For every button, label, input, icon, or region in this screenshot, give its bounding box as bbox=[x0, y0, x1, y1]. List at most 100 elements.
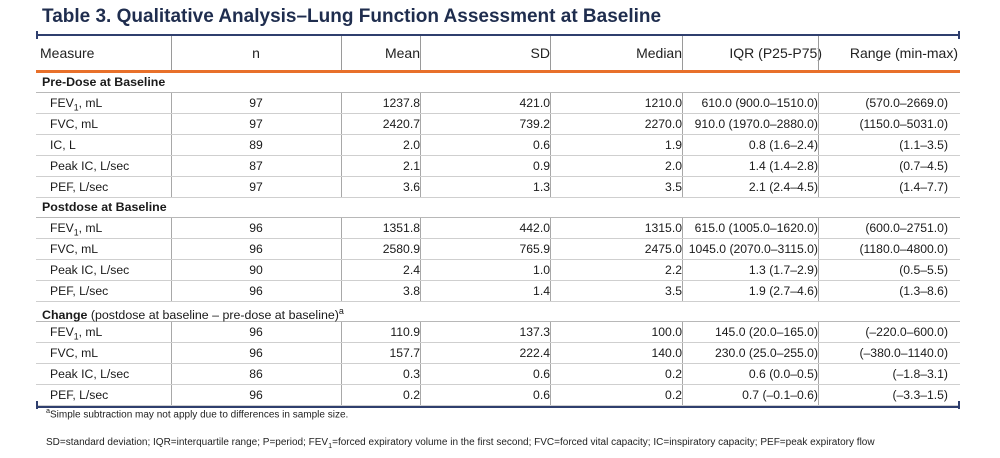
cell-mean: 2.1 bbox=[403, 159, 420, 173]
column-divider bbox=[682, 93, 683, 113]
cell-n: 96 bbox=[249, 284, 263, 298]
cell-mean: 2.0 bbox=[403, 138, 420, 152]
column-divider bbox=[420, 93, 421, 113]
column-divider bbox=[682, 218, 683, 238]
cell-iqr: 0.8 (1.6–2.4) bbox=[748, 138, 818, 152]
column-divider bbox=[171, 239, 172, 259]
cell-measure: PEF, L/sec bbox=[50, 385, 170, 405]
cell-iqr: 145.0 (20.0–165.0) bbox=[715, 325, 818, 339]
table-row: FEV1, mL 96 110.9 137.3 100.0 145.0 (20.0–165… bbox=[36, 322, 960, 343]
measure-unit: , mL bbox=[78, 325, 103, 339]
cell-range: (1150.0–5031.0) bbox=[859, 117, 948, 131]
cell-sd: 442.0 bbox=[519, 221, 551, 235]
cell-median: 100.0 bbox=[651, 325, 683, 339]
column-divider bbox=[341, 93, 342, 113]
column-divider bbox=[420, 322, 421, 342]
column-divider bbox=[171, 260, 172, 280]
column-divider bbox=[341, 114, 342, 134]
column-divider bbox=[171, 218, 172, 238]
cell-measure: FEV1, mL bbox=[50, 322, 170, 342]
cell-range: (600.0–2751.0) bbox=[865, 221, 948, 235]
column-divider bbox=[818, 260, 819, 280]
table-row: Peak IC, L/sec 90 2.4 1.0 2.2 1.3 (1.7–2.9) (0… bbox=[36, 260, 960, 281]
cell-n: 96 bbox=[249, 242, 263, 256]
column-divider bbox=[341, 343, 342, 363]
column-divider bbox=[420, 156, 421, 176]
cell-n: 97 bbox=[249, 117, 263, 131]
section-footnote-marker: a bbox=[338, 306, 344, 316]
cell-median: 2.2 bbox=[665, 263, 682, 277]
table-row: PEF, L/sec 96 0.2 0.6 0.2 0.7 (–0.1–0.6) (–3.3… bbox=[36, 385, 960, 406]
header-mean: Mean bbox=[384, 45, 420, 61]
cell-sd: 1.4 bbox=[533, 284, 550, 298]
column-divider bbox=[682, 36, 683, 70]
cell-measure: PEF, L/sec bbox=[50, 281, 170, 301]
cell-iqr: 2.1 (2.4–4.5) bbox=[748, 180, 818, 194]
table-row: FVC, mL 97 2420.7 739.2 2270.0 910.0 (1970.0–… bbox=[36, 114, 960, 135]
header-range: Range (min-max) bbox=[849, 45, 958, 61]
column-divider bbox=[550, 177, 551, 197]
cell-measure: FVC, mL bbox=[50, 343, 170, 363]
column-divider bbox=[171, 177, 172, 197]
cell-n: 97 bbox=[249, 180, 263, 194]
cell-iqr: 610.0 (900.0–1510.0) bbox=[701, 96, 818, 110]
column-divider bbox=[171, 281, 172, 301]
cell-mean: 1351.8 bbox=[382, 221, 420, 235]
table-row: FEV1, mL 97 1237.8 421.0 1210.0 610.0 (900.0–… bbox=[36, 93, 960, 114]
cell-sd: 222.4 bbox=[519, 346, 551, 360]
column-divider bbox=[550, 156, 551, 176]
cell-sd: 765.9 bbox=[519, 242, 551, 256]
column-divider bbox=[171, 322, 172, 342]
cell-median: 3.5 bbox=[665, 284, 682, 298]
column-divider bbox=[818, 114, 819, 134]
cell-mean: 0.2 bbox=[403, 388, 420, 402]
cell-n: 96 bbox=[249, 325, 263, 339]
cell-sd: 1.0 bbox=[533, 263, 550, 277]
column-divider bbox=[818, 364, 819, 384]
measure-subscript: 1 bbox=[73, 102, 79, 113]
column-divider bbox=[682, 260, 683, 280]
column-divider bbox=[550, 385, 551, 405]
header-measure: Measure bbox=[40, 45, 95, 61]
footnote-a-text: Simple subtraction may not apply due to … bbox=[50, 409, 349, 421]
column-divider bbox=[682, 239, 683, 259]
measure-name: PEF, L/sec bbox=[50, 180, 109, 194]
abbrev-text-1: SD=standard deviation; IQR=interquartile… bbox=[46, 437, 329, 448]
measure-subscript: 1 bbox=[73, 227, 79, 238]
table-row: Peak IC, L/sec 87 2.1 0.9 2.0 1.4 (1.4–2.8) (0… bbox=[36, 156, 960, 177]
column-divider bbox=[171, 114, 172, 134]
column-divider bbox=[420, 239, 421, 259]
measure-name: FEV bbox=[50, 221, 74, 235]
cell-iqr: 1.3 (1.7–2.9) bbox=[748, 263, 818, 277]
column-divider bbox=[818, 239, 819, 259]
column-divider bbox=[818, 385, 819, 405]
cell-n: 96 bbox=[249, 346, 263, 360]
table-header-row: Measure n Mean SD Median IQR (P25-P75) Range (… bbox=[36, 31, 960, 73]
cell-median: 2270.0 bbox=[644, 117, 682, 131]
section-title: Postdose at Baseline bbox=[42, 200, 167, 214]
column-divider bbox=[682, 385, 683, 405]
column-divider bbox=[341, 364, 342, 384]
column-divider bbox=[550, 281, 551, 301]
column-divider bbox=[420, 343, 421, 363]
cell-iqr: 1.9 (2.7–4.6) bbox=[748, 284, 818, 298]
measure-name: FEV bbox=[50, 96, 74, 110]
cell-n: 87 bbox=[249, 159, 263, 173]
column-divider bbox=[341, 385, 342, 405]
cell-mean: 2580.9 bbox=[382, 242, 420, 256]
cell-range: (0.7–4.5) bbox=[899, 159, 948, 173]
column-divider bbox=[682, 281, 683, 301]
cell-iqr: 230.0 (25.0–255.0) bbox=[715, 346, 818, 360]
cell-range: (1.4–7.7) bbox=[899, 180, 948, 194]
column-divider bbox=[818, 93, 819, 113]
cell-mean: 157.7 bbox=[389, 346, 421, 360]
column-divider bbox=[171, 36, 172, 70]
measure-name: FVC, mL bbox=[50, 117, 99, 131]
column-divider bbox=[420, 36, 421, 70]
cell-measure: FVC, mL bbox=[50, 239, 170, 259]
column-divider bbox=[818, 177, 819, 197]
column-divider bbox=[550, 36, 551, 70]
section-header: Pre-Dose at Baseline bbox=[36, 73, 960, 93]
cell-sd: 0.6 bbox=[533, 388, 550, 402]
cell-median: 1315.0 bbox=[644, 221, 682, 235]
